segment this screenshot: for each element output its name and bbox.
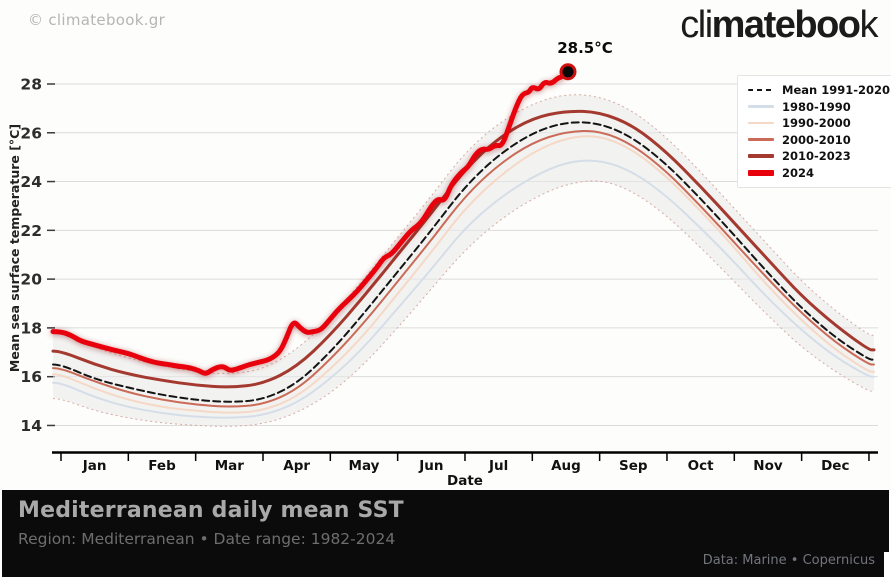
legend-swatch [748,138,774,141]
y-tick-label-20: 20 [20,271,42,289]
month-label-sep: Sep [619,458,648,474]
legend-item-2000-2010: 2000-2010 [748,132,890,147]
text-cursor [884,552,890,578]
month-label-nov: Nov [753,458,783,474]
peak-marker-dot [559,63,577,81]
legend-swatch [748,169,774,176]
month-label-may: May [349,458,380,474]
logo-part-light2: k [859,4,879,46]
month-label-apr: Apr [283,458,310,474]
month-label-jul: Jul [488,458,508,474]
legend-item-2010-2023: 2010-2023 [748,149,890,163]
month-label-oct: Oct [688,458,714,474]
chart-area: © climatebook.gr climatebook 14 16 18 20 22 2… [7,4,891,489]
range-band [53,94,874,427]
legend-item-1990-2000: 1990-2000 [748,116,890,130]
series-line-1990-2000 [52,135,875,414]
legend-label: 1980-1990 [782,99,851,114]
x-axis-title: Date [447,473,483,489]
month-label-dec: Dec [821,458,849,474]
series-line-mean-1991-2020 [52,121,875,403]
month-label-mar: Mar [215,458,245,474]
month-label-jun: Jun [418,458,443,474]
series-line-1980-1990 [52,159,875,419]
y-tick-label-28: 28 [20,76,42,94]
legend-label: 2000-2010 [782,132,851,147]
legend-label: 2024 [782,165,815,180]
peak-annotation-label: 28.5°C [557,39,613,57]
footer-credit: Data: Marine • Copernicus [702,553,875,568]
legend-swatch [748,88,774,92]
legend-item-1980-1990: 1980-1990 [748,99,890,114]
series-line-2000-2010 [52,129,875,408]
month-label-jan: Jan [82,458,107,474]
legend-swatch [748,105,774,108]
legend: Mean 1991-2020 1980-1990 1990-2000 2000-201… [737,75,891,188]
range-band-upper-edge [52,94,874,374]
legend-item-mean-1991-2020: Mean 1991-2020 [748,83,890,97]
sst-chart-svg: 14 16 18 20 22 24 26 28 Jan Feb Mar Apr May Jun Jul Aug… [20,39,878,474]
y-axis-title: Mean sea surface temperature [°C] [7,123,22,373]
legend-label: 1990-2000 [782,116,851,130]
logo-part-bold: mateboo [711,4,861,46]
legend-swatch [748,121,774,125]
sst-chart: 14 16 18 20 22 24 26 28 Jan Feb Mar Apr May Jun Jul Aug… [20,39,878,474]
y-tick-label-24: 24 [20,173,42,191]
y-tick-label-26: 26 [20,124,42,142]
y-tick-label-14: 14 [20,417,42,435]
climatebook-logo: climatebook [680,4,879,47]
range-band-lower-edge [52,180,874,427]
series-line-2024 [50,69,571,376]
month-label-feb: Feb [148,458,176,474]
legend-label: 2010-2023 [782,149,851,163]
y-tick-label-18: 18 [20,319,42,337]
footer-subtitle: Region: Mediterranean • Date range: 1982… [18,530,396,548]
month-label-aug: Aug [551,458,581,474]
legend-label: Mean 1991-2020 [782,83,890,97]
legend-swatch [748,153,774,159]
footer-title: Mediterranean daily mean SST [18,498,404,523]
y-tick-label-22: 22 [20,222,42,240]
logo-part-light1: cli [680,4,713,46]
footer-bar: Mediterranean daily mean SST Region: Med… [2,490,889,577]
copyright-text: © climatebook.gr [28,11,166,29]
y-tick-label-16: 16 [20,368,42,386]
legend-item-2024: 2024 [748,165,890,180]
